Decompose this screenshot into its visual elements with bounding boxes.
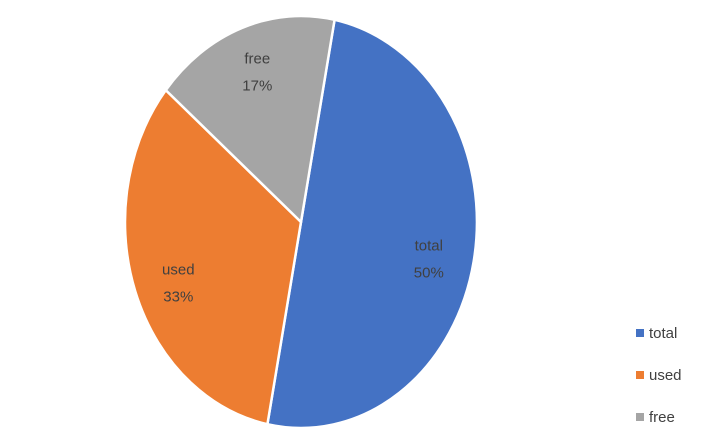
legend-swatch-total	[636, 329, 644, 337]
slice-value-used: 33%	[163, 288, 193, 305]
slice-value-free: 17%	[242, 78, 272, 95]
legend-label-used: used	[649, 367, 682, 384]
slice-label-total: total	[415, 237, 443, 254]
pie-slice-free	[164, 14, 336, 224]
legend: total used free	[636, 325, 682, 426]
slice-label-used: used	[162, 261, 195, 278]
legend-swatch-free	[636, 413, 644, 421]
pie-slice-total	[266, 18, 479, 430]
legend-swatch-used	[636, 371, 644, 379]
slice-label-free: free	[244, 51, 270, 68]
slice-value-total: 50%	[414, 264, 444, 281]
legend-label-free: free	[649, 409, 675, 426]
legend-label-total: total	[649, 325, 677, 342]
pie-slice-used	[123, 88, 303, 426]
